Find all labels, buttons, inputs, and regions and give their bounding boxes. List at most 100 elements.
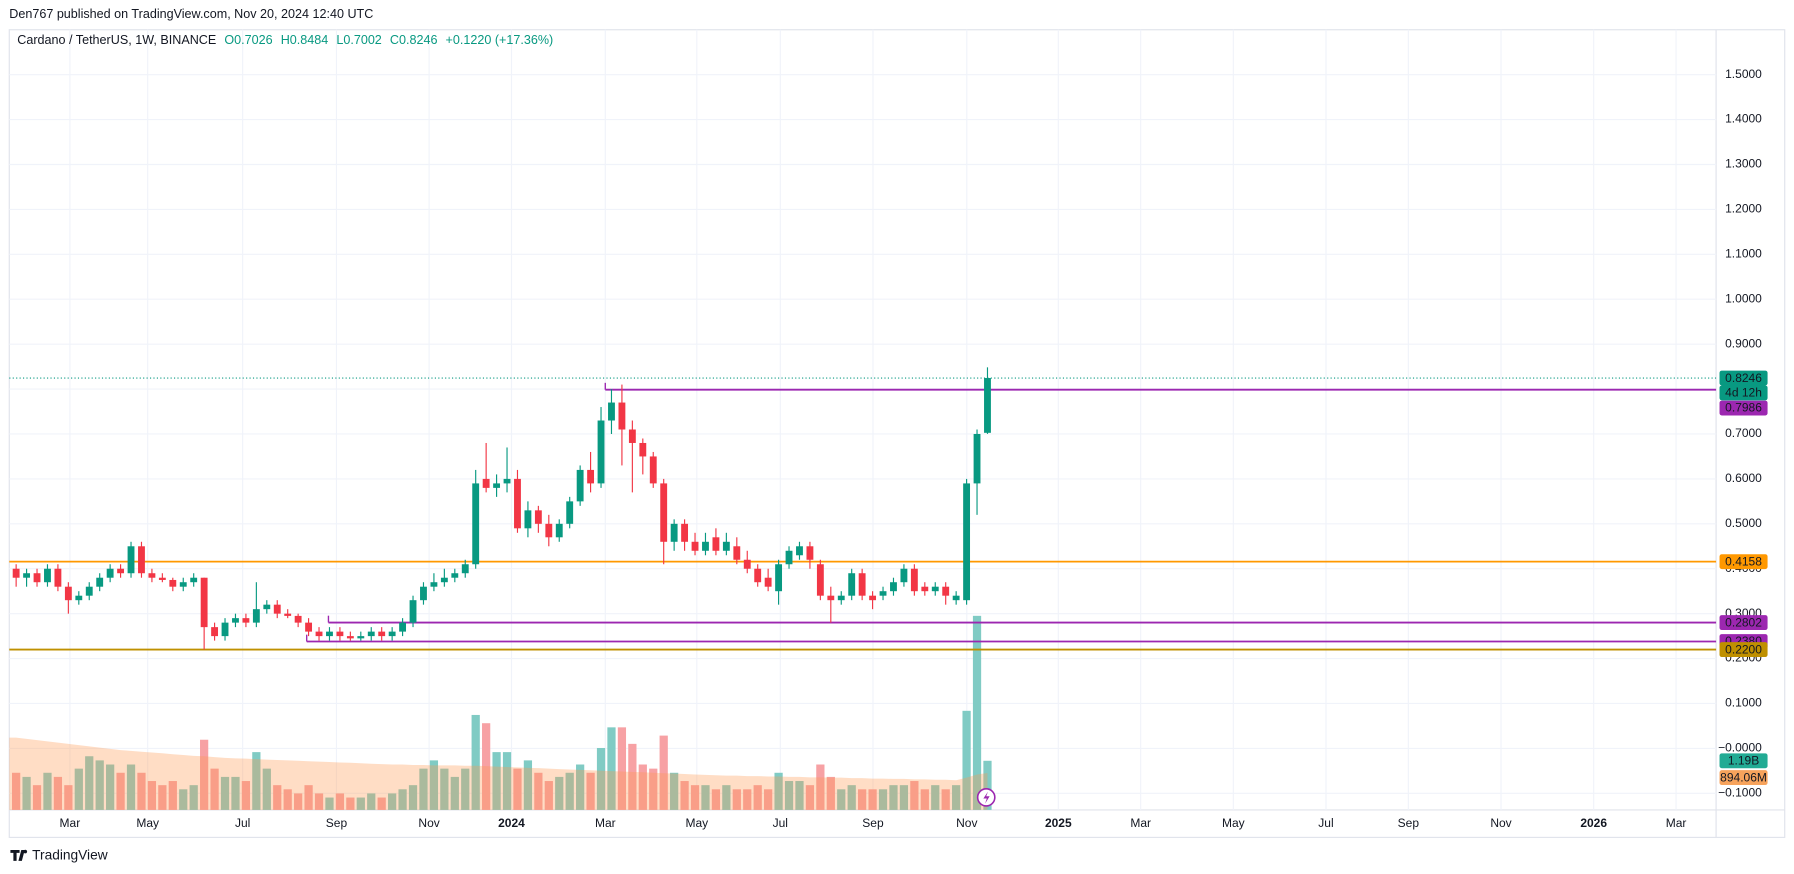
candle-body xyxy=(367,631,375,637)
volume-bar xyxy=(513,768,522,810)
volume-bar xyxy=(941,789,950,810)
candle-body xyxy=(33,573,41,583)
y-tick-label: 1.1000 xyxy=(1725,246,1762,260)
volume-bar xyxy=(596,747,606,810)
volume-bar xyxy=(774,772,783,810)
volume-bar xyxy=(147,781,157,810)
candle-body xyxy=(973,433,981,484)
y-tick-label: 1.3000 xyxy=(1725,157,1762,171)
candle-body xyxy=(848,573,856,596)
symbol: Cardano / TetherUS, 1W, BINANCE xyxy=(17,34,216,48)
volume-bar xyxy=(32,785,42,810)
volume-bar xyxy=(555,776,564,810)
x-tick-label: Jul xyxy=(1318,816,1333,830)
volume-bar xyxy=(659,735,668,810)
level-badge-label: 0.4158 xyxy=(1725,554,1762,568)
volume-bar xyxy=(826,776,835,810)
volume-bar xyxy=(346,797,355,810)
candle-body xyxy=(806,546,814,560)
candle-body xyxy=(514,478,521,529)
volume-bar xyxy=(53,776,63,810)
candle-body xyxy=(608,402,615,421)
candle-body xyxy=(420,586,427,601)
candle-body xyxy=(482,478,490,488)
candle-body xyxy=(984,378,991,433)
volume-bar xyxy=(784,781,794,810)
candle-body xyxy=(691,541,699,551)
candle-body xyxy=(388,631,396,637)
x-tick-label: Nov xyxy=(1490,816,1511,830)
level-badge-label: 0.2200 xyxy=(1725,642,1762,656)
volume-bar xyxy=(847,785,856,810)
candle-body xyxy=(346,636,354,639)
volume-bar xyxy=(273,785,282,810)
level-badge-bg xyxy=(1719,642,1768,658)
candle-body xyxy=(169,579,177,587)
volume-pane xyxy=(9,615,992,810)
level-badge: 0.2802 xyxy=(1719,615,1768,630)
candle-body xyxy=(775,564,783,592)
volume-bar xyxy=(220,776,230,810)
volume-badge: 1.19B xyxy=(1719,753,1768,769)
volume-bar xyxy=(304,785,313,810)
volume-bar xyxy=(544,781,553,810)
volume-bar xyxy=(388,793,397,810)
candle-body xyxy=(211,627,219,637)
candle-body xyxy=(628,429,636,443)
level-badge: 0.4158 xyxy=(1719,554,1768,570)
volume-bar xyxy=(12,772,21,810)
y-tick-label: 0.9000 xyxy=(1725,336,1762,350)
x-tick-label: Mar xyxy=(1130,816,1151,830)
candle-body xyxy=(54,568,62,587)
volume-bar xyxy=(858,789,867,810)
volume-bar xyxy=(931,785,940,810)
volume-bar xyxy=(649,768,658,810)
volume-bar xyxy=(492,752,501,810)
volume-bar xyxy=(878,789,888,810)
candle-body xyxy=(837,595,845,601)
volume-bar xyxy=(638,764,647,810)
candle-body xyxy=(472,483,480,565)
candle-body xyxy=(190,577,198,583)
y-tick-label: 1.2000 xyxy=(1725,202,1762,216)
volume-bar xyxy=(137,772,146,810)
logo-mark xyxy=(10,849,28,861)
candle-body xyxy=(23,573,31,578)
candle-body xyxy=(931,586,939,592)
candle-body xyxy=(785,550,793,565)
candle-body xyxy=(75,595,83,601)
candle-body xyxy=(587,469,595,484)
volume-bar xyxy=(972,615,982,810)
candle-body xyxy=(399,622,407,632)
candle-body xyxy=(252,609,260,623)
candle-body xyxy=(148,573,156,578)
candle-body xyxy=(12,568,20,578)
volume-bar xyxy=(168,781,177,810)
volume-bar xyxy=(283,789,292,810)
volume-ma-area xyxy=(9,737,988,810)
y-tick-label: 1.5000 xyxy=(1725,67,1762,81)
volume-ma-badge: 894.06M xyxy=(1719,770,1768,786)
volume-bar xyxy=(983,760,992,810)
volume-bar xyxy=(440,768,449,810)
candle-body xyxy=(743,559,751,569)
replay-icon[interactable] xyxy=(976,787,996,807)
volume-bar xyxy=(43,772,52,810)
volume-bar xyxy=(502,752,512,810)
candle-body xyxy=(305,622,313,632)
volume-bar xyxy=(952,785,961,810)
footer-logo: TradingView xyxy=(32,847,108,862)
volume-bar xyxy=(241,781,251,810)
volume-bar xyxy=(534,772,543,810)
countdown-badge: 4d 12h xyxy=(1719,385,1768,401)
candle-body xyxy=(576,469,584,502)
volume-bar xyxy=(325,797,334,810)
volume-bar xyxy=(576,764,585,810)
candle-body xyxy=(315,631,323,637)
volume-bar xyxy=(732,789,741,810)
volume-bar xyxy=(482,723,491,810)
candle-body xyxy=(200,577,208,628)
volume-bar xyxy=(670,772,679,810)
